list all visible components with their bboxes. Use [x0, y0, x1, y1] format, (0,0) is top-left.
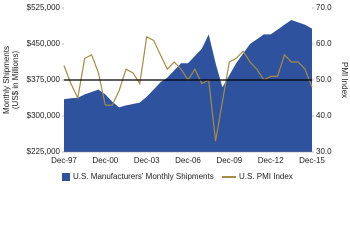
legend-label: U.S. PMI Index — [239, 172, 293, 181]
y-tick-label: $525,000 — [27, 3, 61, 12]
x-tick-label: Dec-09 — [216, 156, 242, 165]
x-tick-label: Dec-12 — [258, 156, 284, 165]
shipments-area — [64, 20, 312, 152]
legend-label: U.S. Manufacturers' Monthly Shipments — [73, 172, 214, 181]
y2-tick-label: 50.0 — [316, 75, 332, 84]
x-tick-label: Dec-15 — [299, 156, 325, 165]
page: $225,000 $300,000 $375,000 $450,000 $525,000… — [2, 3, 349, 182]
y2-tick-label: 60.0 — [316, 39, 332, 48]
y2-axis-title: PMI Index — [340, 62, 349, 98]
x-tick-label: Dec-06 — [175, 156, 201, 165]
y-axis-title: Monthly Shipments — [2, 46, 11, 114]
x-tick-label: Dec-03 — [134, 156, 160, 165]
x-tick-label: Dec-97 — [51, 156, 77, 165]
y-tick-label: $375,000 — [27, 75, 61, 84]
legend-swatch — [62, 173, 70, 181]
chart: $225,000 $300,000 $375,000 $450,000 $525,000… — [2, 3, 349, 181]
y-tick-label: $450,000 — [27, 39, 61, 48]
y-axis-title: (US$ in Millions) — [11, 51, 20, 110]
x-tick-label: Dec-00 — [92, 156, 118, 165]
y2-tick-label: 30.0 — [316, 147, 332, 156]
y-tick-label: $225,000 — [27, 147, 61, 156]
y-tick-label: $300,000 — [27, 111, 61, 120]
y2-tick-label: 70.0 — [316, 3, 332, 12]
y2-tick-label: 40.0 — [316, 111, 332, 120]
